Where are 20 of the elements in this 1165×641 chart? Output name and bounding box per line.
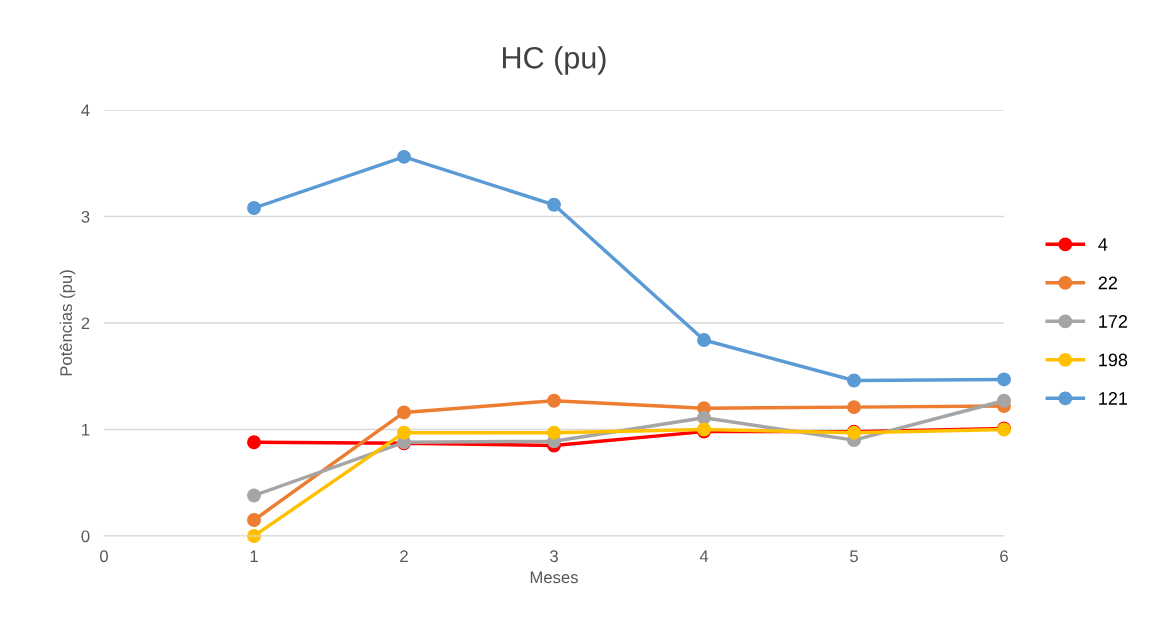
x-tick-label: 2 xyxy=(400,550,408,562)
legend-label: 198 xyxy=(1099,353,1128,367)
x-tick-label: 4 xyxy=(699,550,709,562)
x-tick-label: 5 xyxy=(850,550,858,563)
x-axis-title: Meses xyxy=(530,571,578,584)
y-tick-label: 1 xyxy=(82,424,90,436)
legend-label: 121 xyxy=(1099,392,1128,405)
y-tick-label: 3 xyxy=(81,210,90,223)
y-tick-label: 2 xyxy=(81,317,90,330)
y-tick-label: 0 xyxy=(81,530,90,543)
x-tick-label: 3 xyxy=(550,550,558,563)
x-tick-label: 0 xyxy=(100,550,108,563)
legend-label: 4 xyxy=(1098,238,1108,251)
y-axis-title: Potências (pu) xyxy=(59,270,76,376)
x-tick-label: 1 xyxy=(250,550,258,562)
legend-label: 22 xyxy=(1098,276,1117,290)
x-tick-label: 6 xyxy=(1000,550,1008,563)
chart-title: HC (pu) xyxy=(503,46,606,75)
legend-label: 172 xyxy=(1099,315,1128,328)
y-tick-label: 4 xyxy=(81,104,90,117)
